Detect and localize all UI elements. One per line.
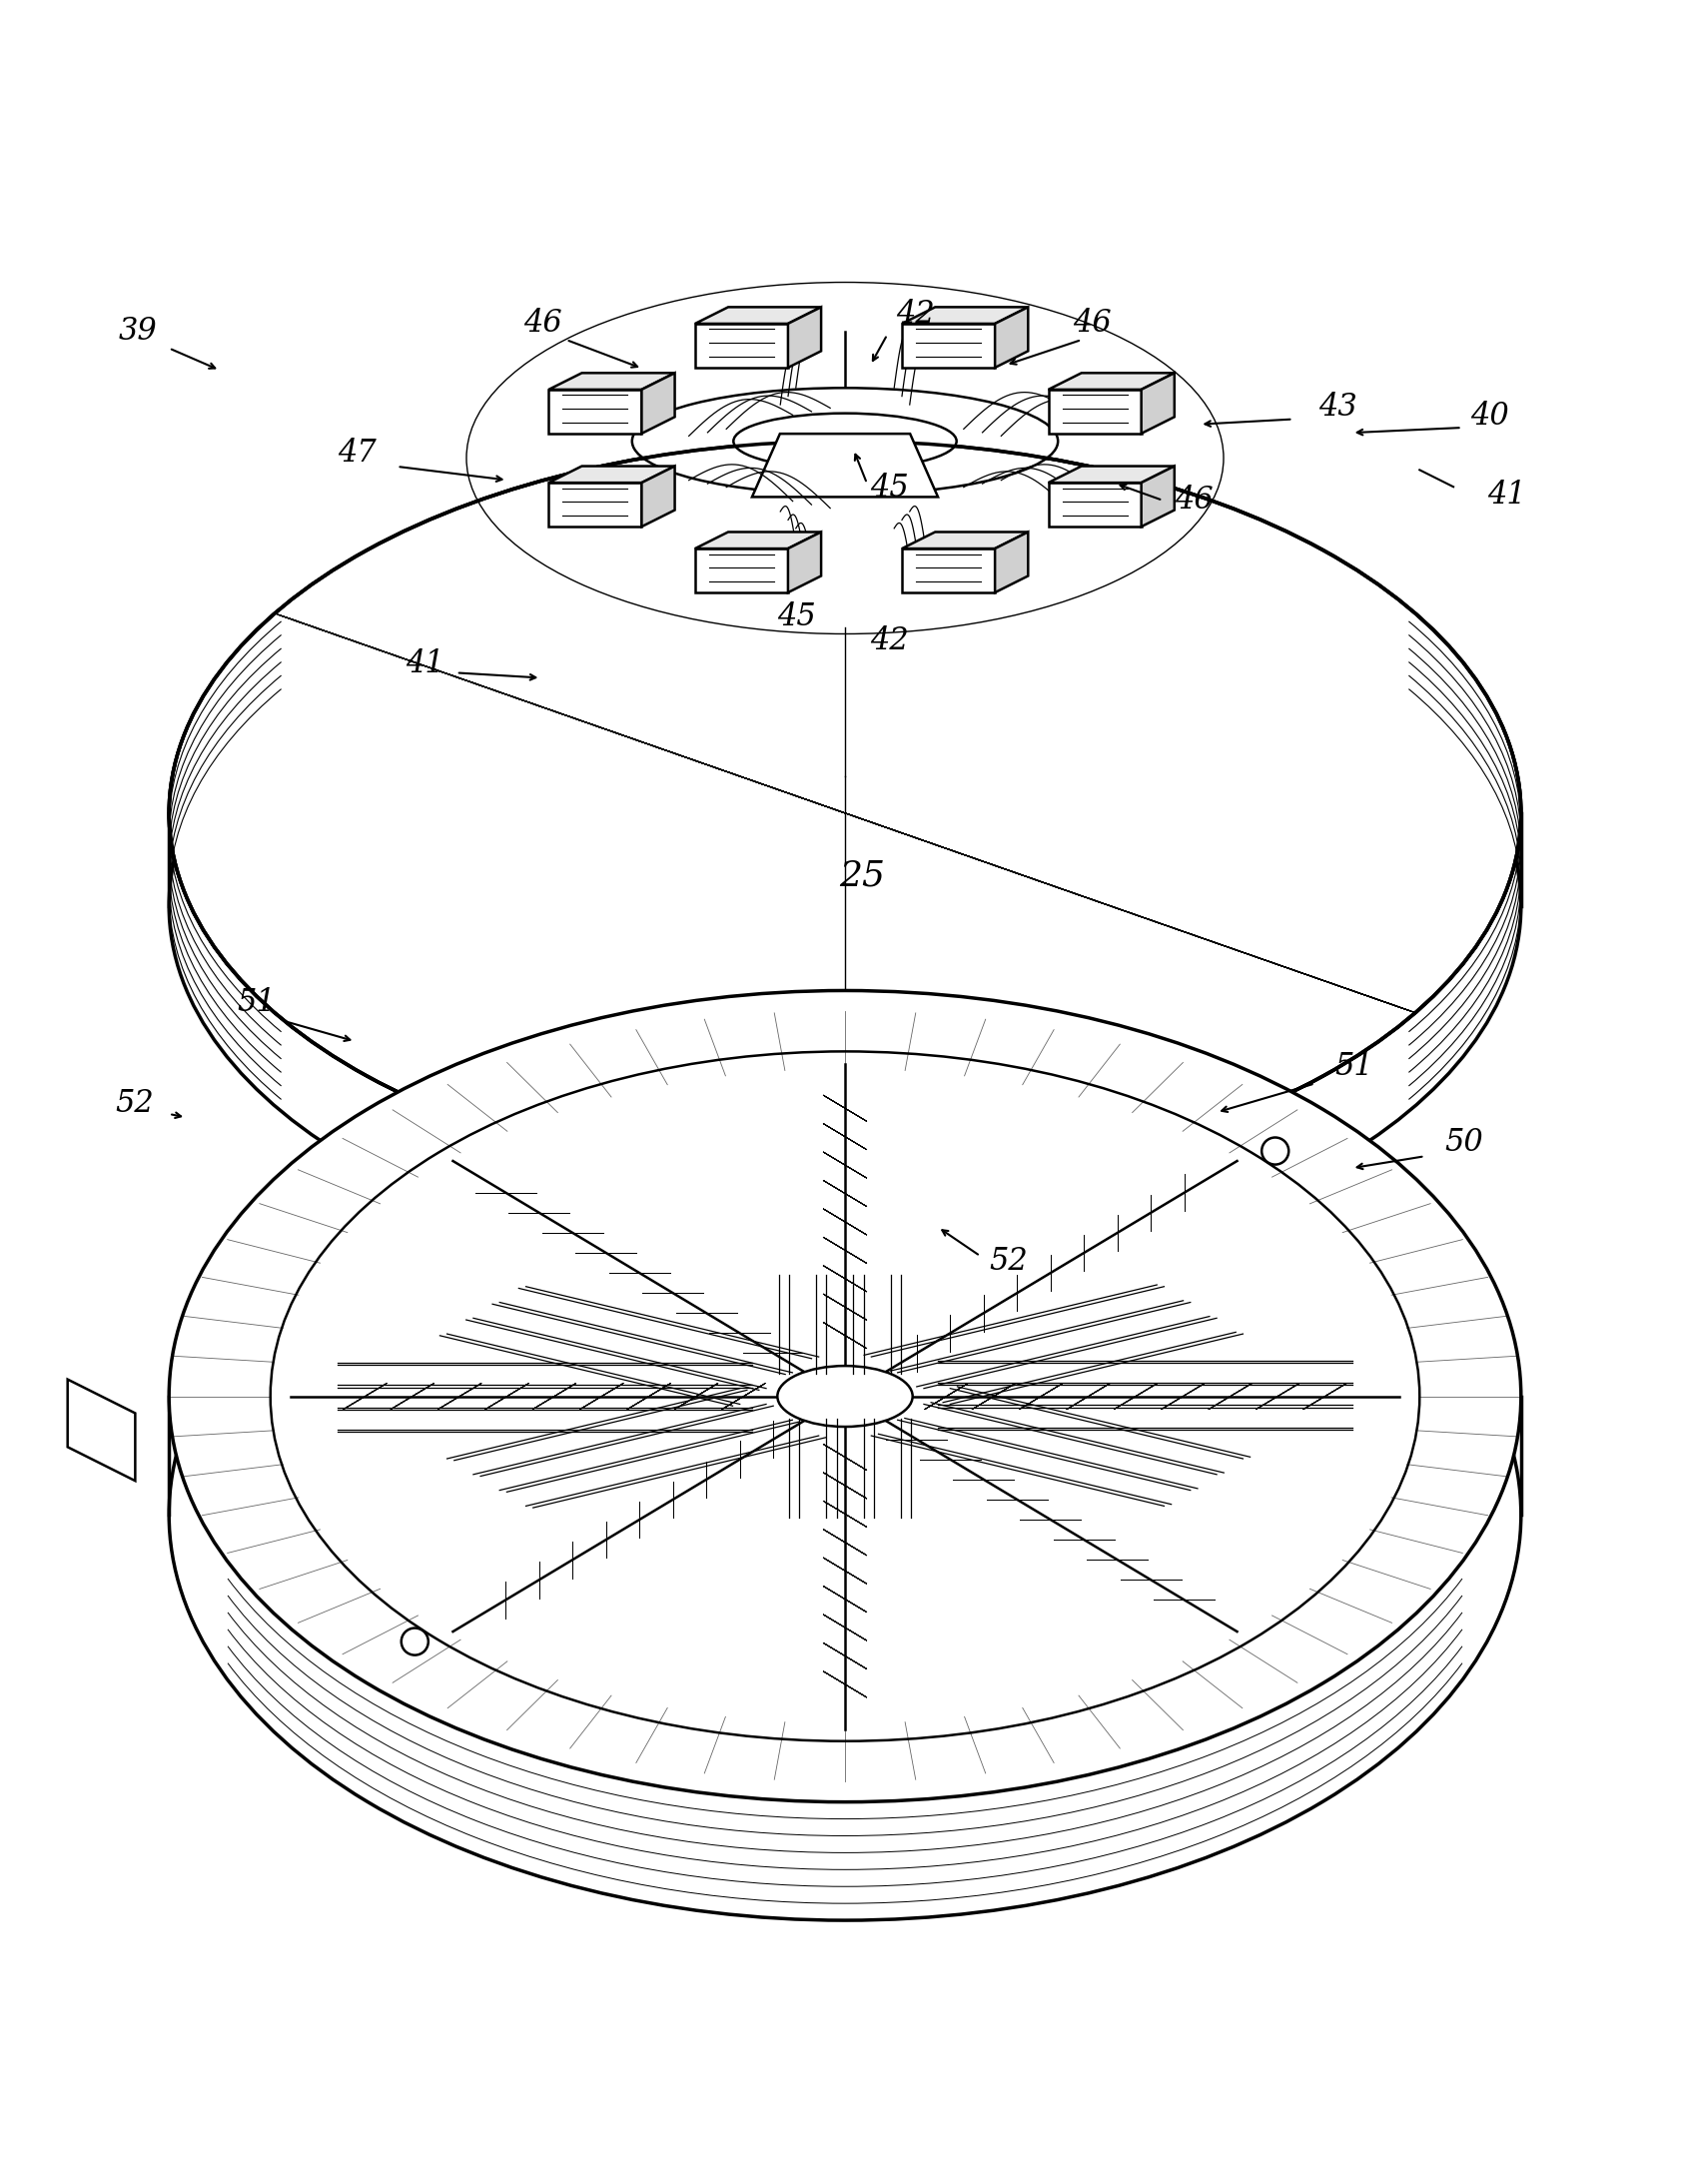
Text: 42: 42: [896, 299, 935, 330]
Text: 47: 47: [338, 437, 377, 467]
Text: 46: 46: [1175, 485, 1213, 515]
Polygon shape: [1048, 483, 1141, 526]
Polygon shape: [1048, 465, 1175, 483]
Circle shape: [401, 1627, 428, 1655]
Text: 50: 50: [1445, 1127, 1484, 1158]
Text: 51: 51: [237, 987, 275, 1018]
Polygon shape: [752, 435, 938, 498]
Ellipse shape: [632, 389, 1058, 494]
Ellipse shape: [270, 1051, 1420, 1741]
Polygon shape: [549, 483, 642, 526]
Polygon shape: [68, 1380, 135, 1481]
Polygon shape: [695, 308, 821, 323]
Text: 46: 46: [524, 308, 563, 339]
Polygon shape: [695, 548, 788, 592]
Polygon shape: [1141, 373, 1175, 432]
Polygon shape: [549, 389, 642, 432]
Ellipse shape: [733, 413, 957, 470]
Ellipse shape: [169, 535, 1521, 1278]
Polygon shape: [1048, 373, 1175, 389]
Polygon shape: [902, 533, 1028, 548]
Polygon shape: [995, 533, 1028, 592]
Polygon shape: [902, 323, 995, 367]
Text: 42: 42: [870, 625, 909, 655]
Polygon shape: [549, 373, 674, 389]
Ellipse shape: [777, 1365, 913, 1426]
Polygon shape: [902, 548, 995, 592]
Polygon shape: [902, 308, 1028, 323]
Circle shape: [1262, 1138, 1289, 1164]
Text: 40: 40: [1470, 400, 1509, 430]
Text: 41: 41: [1487, 480, 1526, 511]
Polygon shape: [695, 323, 788, 367]
Text: 41: 41: [406, 649, 444, 679]
Polygon shape: [549, 465, 674, 483]
Polygon shape: [695, 533, 821, 548]
Polygon shape: [642, 373, 674, 432]
Text: 43: 43: [1318, 391, 1357, 424]
Ellipse shape: [169, 1109, 1521, 1920]
Text: 52: 52: [115, 1088, 154, 1118]
Text: 52: 52: [989, 1245, 1028, 1275]
Polygon shape: [642, 465, 674, 526]
Text: 46: 46: [1073, 308, 1112, 339]
Text: 25: 25: [838, 858, 886, 893]
Polygon shape: [788, 533, 821, 592]
Text: 45: 45: [777, 601, 816, 633]
Text: 39: 39: [118, 317, 157, 347]
Ellipse shape: [169, 992, 1521, 1802]
Ellipse shape: [169, 441, 1521, 1186]
Polygon shape: [995, 308, 1028, 367]
Polygon shape: [788, 308, 821, 367]
Text: 45: 45: [870, 474, 909, 505]
Polygon shape: [1141, 465, 1175, 526]
Text: 51: 51: [1335, 1051, 1374, 1081]
Polygon shape: [1048, 389, 1141, 432]
